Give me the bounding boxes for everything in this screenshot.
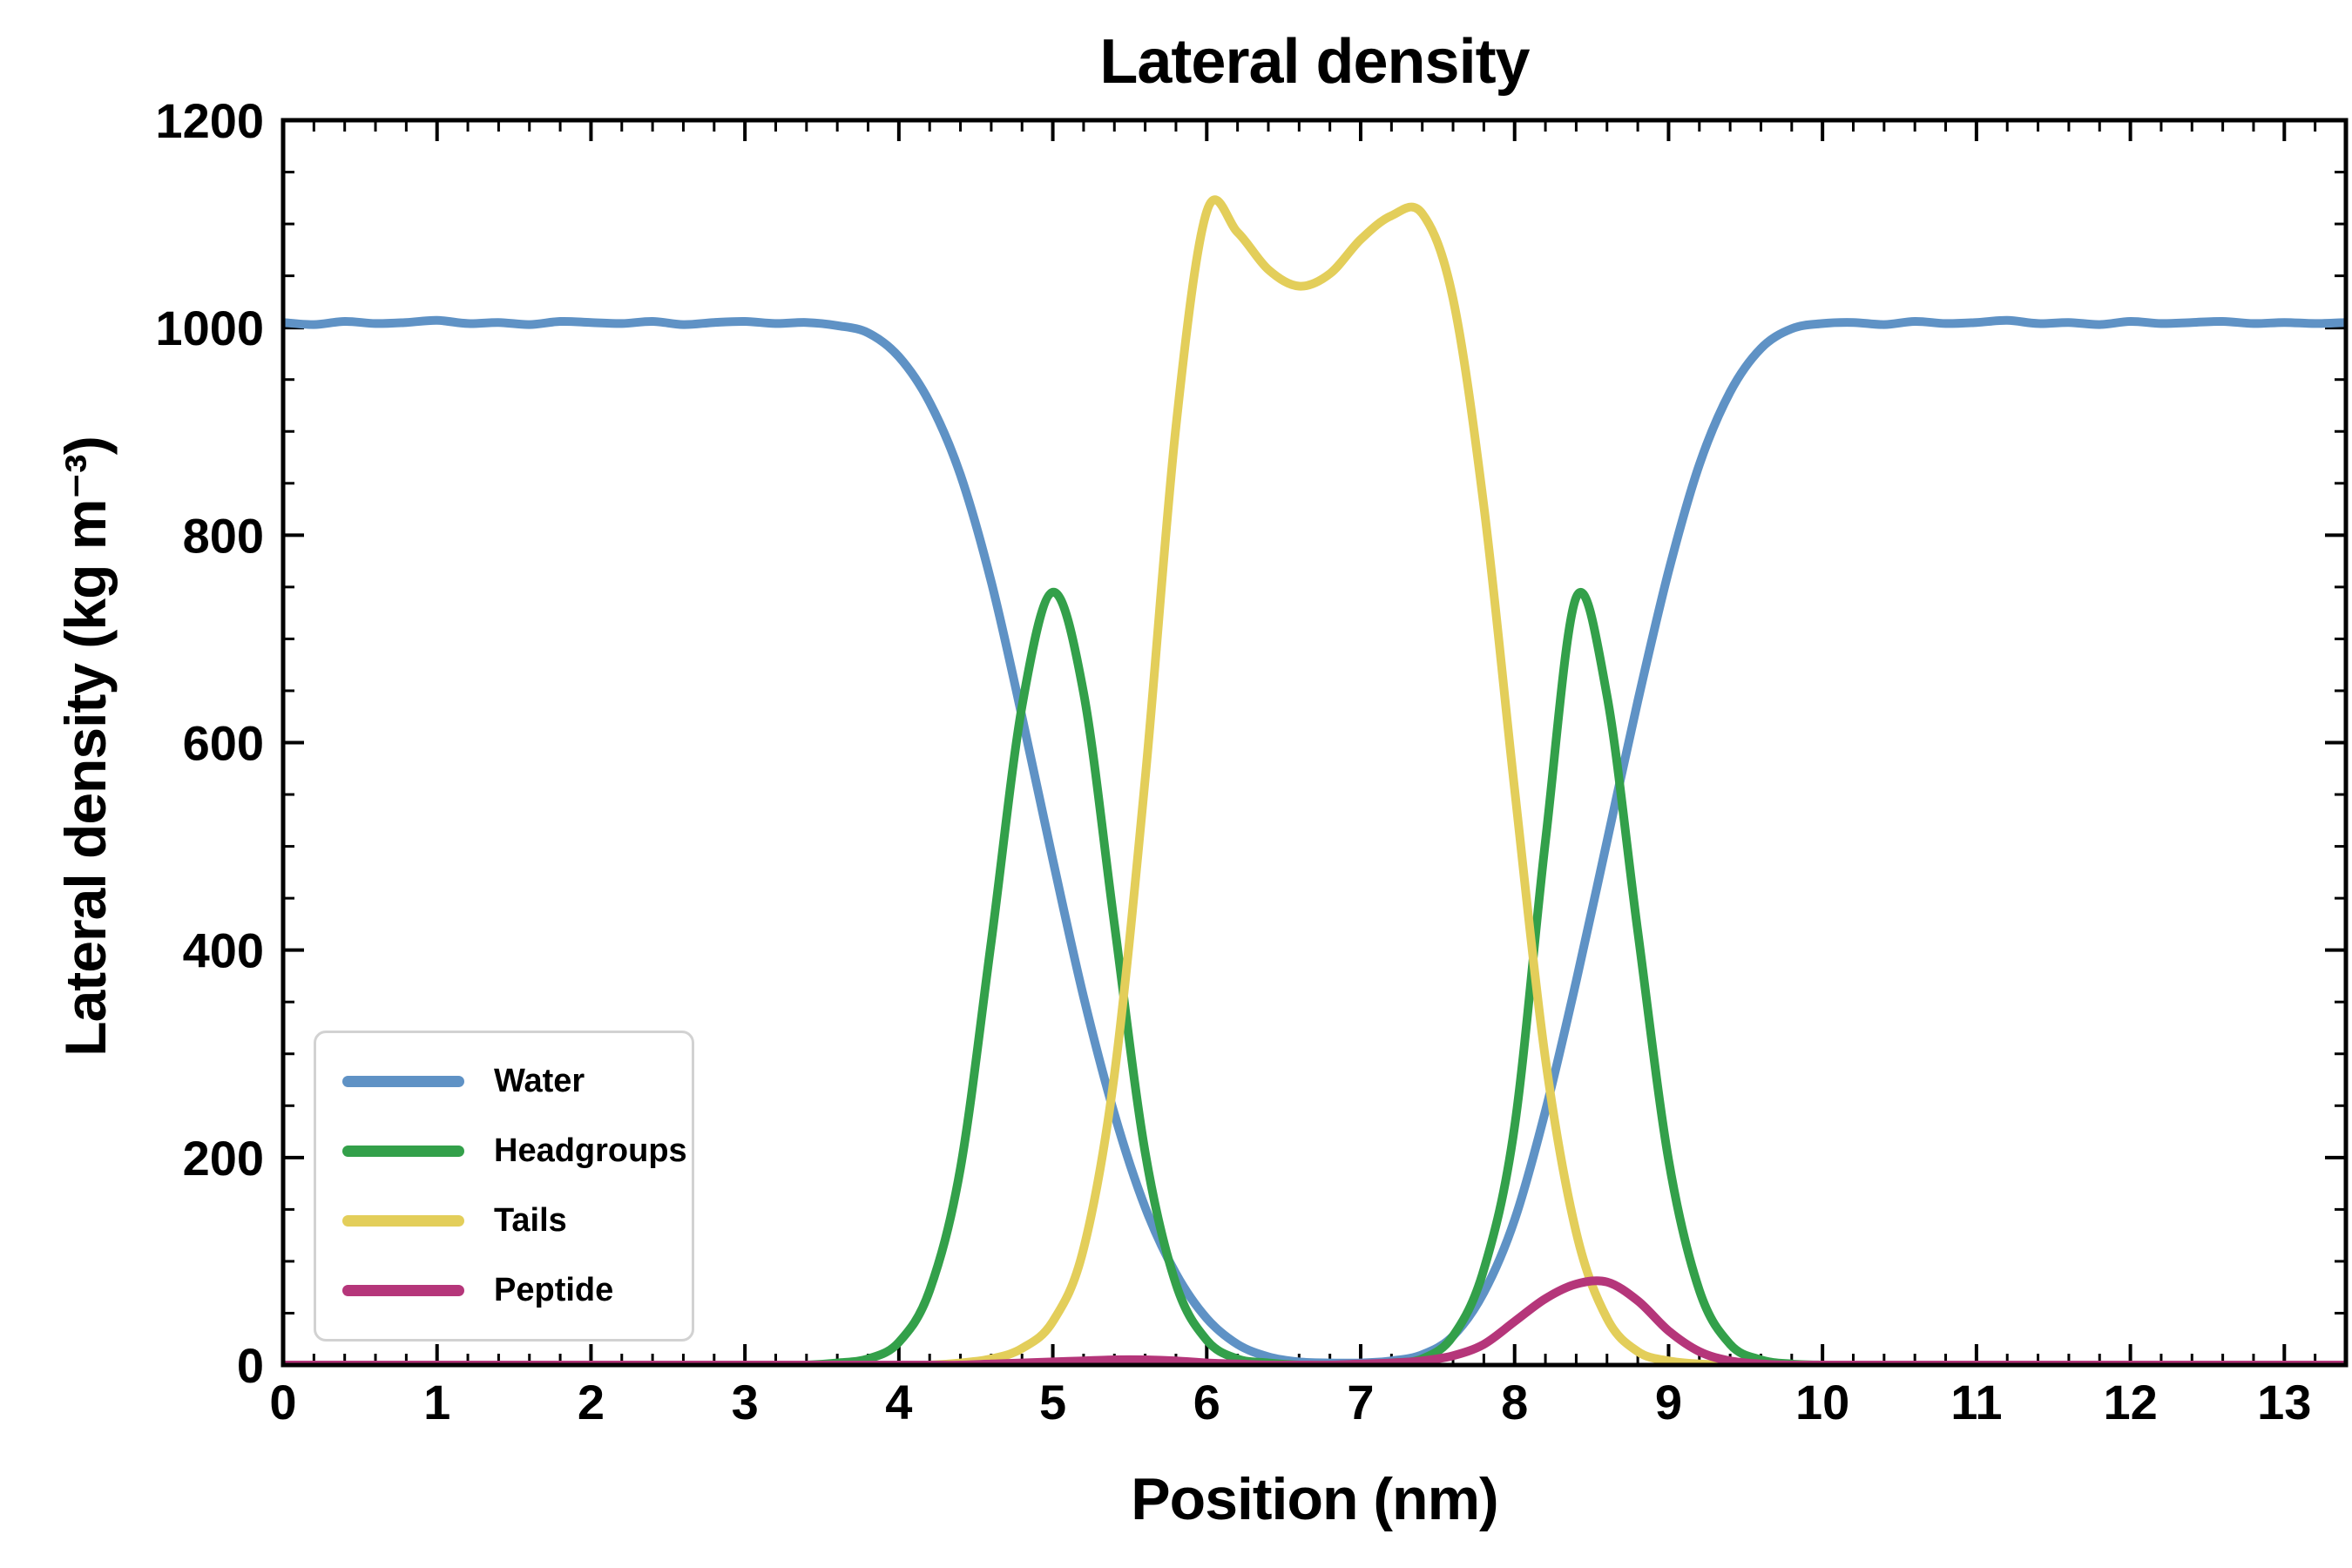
x-tick-label: 0 bbox=[269, 1375, 296, 1429]
series-lines bbox=[283, 195, 2346, 1365]
x-tick-label: 2 bbox=[578, 1375, 605, 1429]
x-axis-label: Position (nm) bbox=[1131, 1466, 1498, 1532]
legend-label-tails: Tails bbox=[494, 1201, 567, 1239]
y-tick-label: 800 bbox=[183, 508, 264, 563]
series-line-tails bbox=[283, 195, 2346, 1365]
x-tick-label: 8 bbox=[1501, 1375, 1528, 1429]
x-tick-label: 3 bbox=[732, 1375, 759, 1429]
legend-item-water: Water bbox=[342, 1063, 666, 1100]
legend-item-headgroups: Headgroups bbox=[342, 1132, 687, 1170]
plot-border bbox=[280, 118, 2349, 1368]
legend-label-headgroups: Headgroups bbox=[494, 1132, 687, 1170]
legend-label-water: Water bbox=[494, 1063, 585, 1100]
legend-item-tails: Tails bbox=[342, 1202, 666, 1240]
y-axis-label: Lateral density (kg m⁻³) bbox=[53, 436, 118, 1057]
x-tick-label: 1 bbox=[423, 1375, 450, 1429]
x-tick-label: 4 bbox=[885, 1375, 912, 1429]
x-tick-label: 12 bbox=[2103, 1375, 2157, 1429]
legend-item-peptide: Peptide bbox=[342, 1272, 666, 1309]
x-tick-label: 6 bbox=[1193, 1375, 1220, 1429]
x-tick-label: 13 bbox=[2257, 1375, 2311, 1429]
x-tick-label: 10 bbox=[1795, 1375, 1849, 1429]
legend-swatch-headgroups bbox=[342, 1146, 464, 1158]
x-tick-label: 5 bbox=[1039, 1375, 1066, 1429]
y-tick-label: 1200 bbox=[155, 93, 264, 148]
y-tick-label: 0 bbox=[237, 1338, 264, 1393]
chart-title: Lateral density bbox=[1099, 27, 1530, 97]
x-tick-label: 9 bbox=[1655, 1375, 1682, 1429]
y-tick-label: 1000 bbox=[155, 301, 264, 355]
legend-swatch-peptide bbox=[342, 1284, 464, 1296]
legend: Water Headgroups Tails Peptide bbox=[314, 1031, 694, 1342]
y-tick-label: 400 bbox=[183, 923, 264, 978]
y-tick-label: 200 bbox=[183, 1131, 264, 1186]
legend-swatch-tails bbox=[342, 1214, 464, 1227]
x-tick-label: 7 bbox=[1347, 1375, 1374, 1429]
legend-swatch-water bbox=[342, 1076, 464, 1088]
legend-label-peptide: Peptide bbox=[494, 1271, 614, 1308]
y-tick-label: 600 bbox=[183, 716, 264, 771]
x-tick-label: 11 bbox=[1950, 1375, 2002, 1429]
